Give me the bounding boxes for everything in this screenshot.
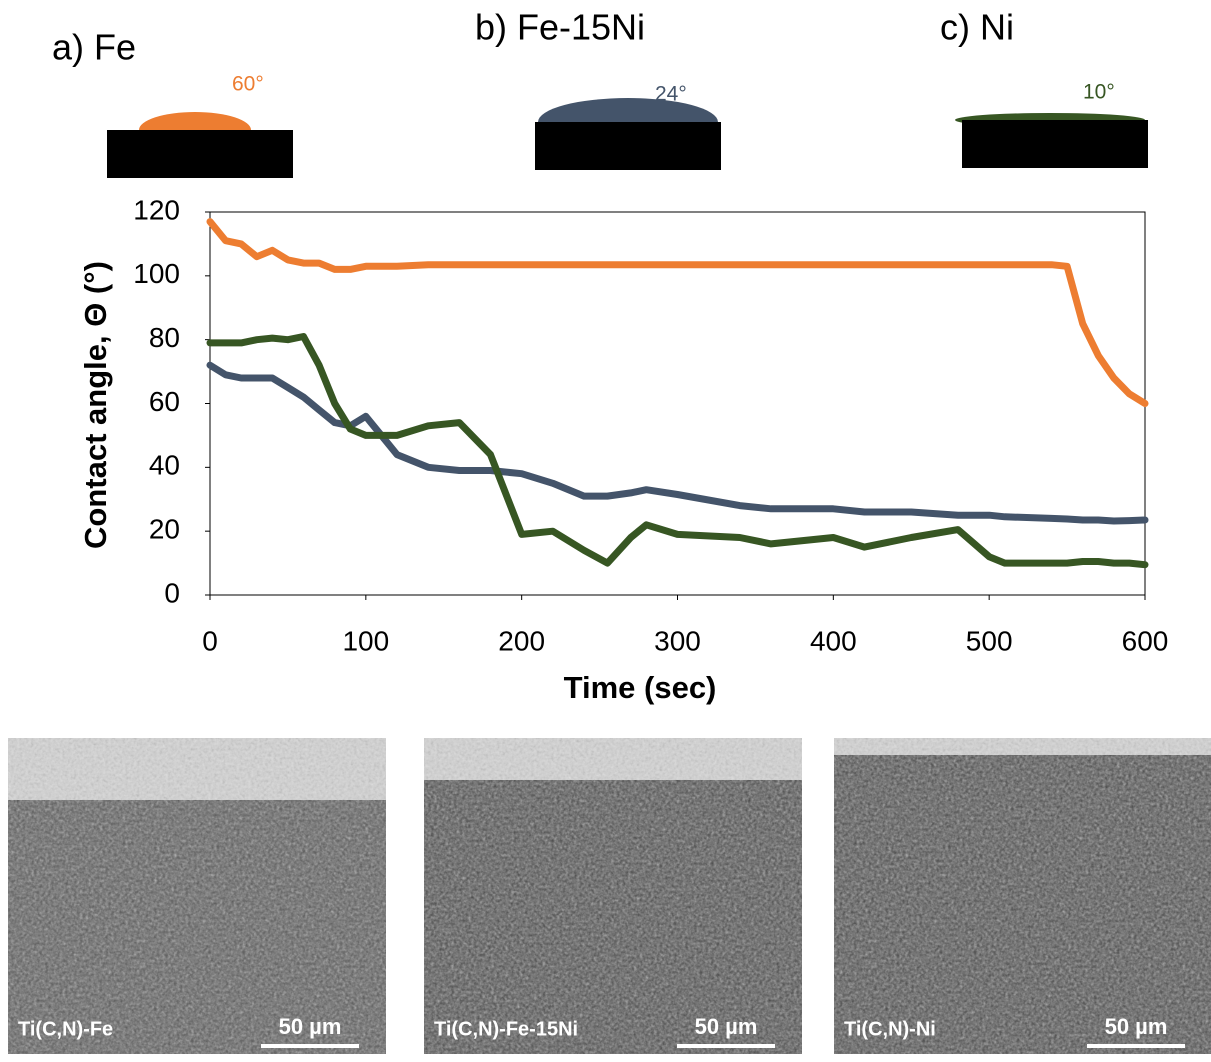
angle-label: 24° (655, 83, 687, 106)
y-tick-label: 60 (149, 386, 180, 417)
data-line (206, 218, 1149, 407)
panel-label: c) Ni (940, 7, 1014, 48)
x-tick-label: 500 (966, 625, 1013, 656)
x-tick-label: 200 (498, 625, 545, 656)
x-tick-label: 300 (654, 625, 701, 656)
scale-bar-label: 50 µm (279, 1014, 342, 1039)
micrograph-bulk (834, 755, 1211, 1054)
micrograph-caption: Ti(C,N)-Fe-15Ni (434, 1018, 578, 1040)
panel-label: a) Fe (52, 27, 136, 68)
micrograph-caption: Ti(C,N)-Ni (844, 1018, 936, 1040)
data-line (206, 333, 1149, 569)
scale-bar-label: 50 µm (1105, 1014, 1168, 1039)
angle-label: 60° (232, 73, 264, 96)
x-tick-label: 600 (1122, 625, 1169, 656)
data-line (206, 361, 1149, 525)
substrate (962, 120, 1148, 168)
y-tick-label: 0 (164, 577, 180, 608)
substrate (107, 130, 293, 178)
y-tick-label: 100 (133, 258, 180, 289)
x-axis-title: Time (sec) (564, 670, 717, 705)
micrograph-bulk (424, 780, 802, 1054)
x-tick-label: 0 (202, 625, 218, 656)
angle-label: 10° (1083, 81, 1115, 104)
substrate (535, 122, 721, 170)
micrograph-bulk (8, 800, 386, 1054)
y-tick-label: 20 (149, 514, 180, 545)
scale-bar (1087, 1044, 1185, 1048)
y-tick-label: 40 (149, 450, 180, 481)
micrograph-caption: Ti(C,N)-Fe (18, 1018, 113, 1040)
y-tick-label: 80 (149, 322, 180, 353)
scale-bar (677, 1044, 775, 1048)
scale-bar (261, 1044, 359, 1048)
y-tick-label: 120 (133, 194, 180, 225)
x-tick-label: 100 (342, 625, 389, 656)
panel-label: b) Fe-15Ni (475, 7, 645, 48)
y-axis-title: Contact angle, Θ (°) (78, 261, 113, 549)
x-tick-label: 400 (810, 625, 857, 656)
scale-bar-label: 50 µm (695, 1014, 758, 1039)
